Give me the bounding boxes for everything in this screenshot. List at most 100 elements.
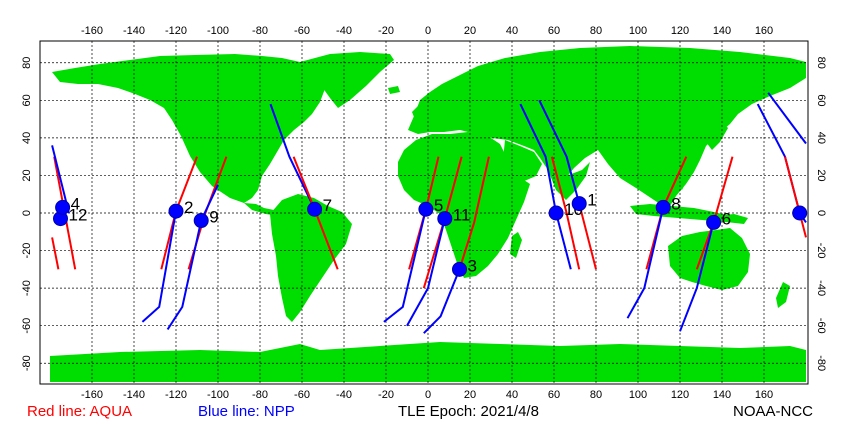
lon-tick-label: 80 — [590, 25, 602, 37]
lon-tick-label: 120 — [671, 25, 689, 37]
lon-tick-label: 20 — [464, 25, 476, 37]
lon-tick-label: -40 — [336, 389, 352, 401]
lat-tick-label: -40 — [21, 280, 33, 296]
lon-tick-label: -160 — [81, 389, 103, 401]
npp-orbit-track — [269, 103, 316, 210]
pass-marker — [168, 203, 184, 219]
lon-tick-label: 60 — [548, 25, 560, 37]
lat-tick-label: -60 — [815, 318, 827, 334]
australia — [668, 228, 750, 290]
lon-tick-label: 0 — [425, 25, 431, 37]
lon-tick-label: -100 — [207, 389, 229, 401]
pass-marker — [706, 214, 722, 230]
eurasia — [408, 46, 806, 204]
lat-tick-label: 20 — [815, 169, 827, 181]
lat-tick-label: 80 — [21, 57, 33, 69]
lat-tick-label: -20 — [815, 243, 827, 259]
pass-number-label: 12 — [69, 206, 88, 225]
lon-tick-label: 20 — [464, 389, 476, 401]
lat-tick-label: -20 — [21, 243, 33, 259]
aqua-orbit-track — [578, 203, 597, 270]
lat-tick-label: -80 — [21, 355, 33, 371]
lat-tick-label: 40 — [815, 132, 827, 144]
lon-tick-label: -40 — [336, 25, 352, 37]
lat-tick-label: 80 — [815, 57, 827, 69]
lat-tick-label: -40 — [815, 280, 827, 296]
pass-number-label: 11 — [453, 206, 471, 225]
lat-tick-label: -60 — [21, 318, 33, 334]
pass-marker — [193, 213, 209, 229]
lon-tick-label: 40 — [506, 389, 518, 401]
india — [548, 162, 590, 200]
aqua-orbit-track — [550, 156, 581, 270]
pass-marker — [571, 196, 587, 212]
pass-marker — [55, 199, 71, 215]
lon-tick-label: 60 — [548, 389, 560, 401]
madagascar — [510, 232, 522, 258]
lon-tick-label: 80 — [590, 389, 602, 401]
npp-orbit-track — [767, 92, 807, 145]
pass-marker — [655, 199, 671, 215]
pass-number-label: 8 — [671, 194, 680, 213]
lon-tick-label: -80 — [252, 25, 268, 37]
top-longitude-ticks: -160 -140 -120 -100 -80 -60 -40 -20 0 20 40 60 80 100… — [81, 25, 773, 37]
lat-tick-label: 40 — [21, 132, 33, 144]
lon-tick-label: 160 — [755, 25, 773, 37]
lat-tick-label: 0 — [21, 210, 33, 216]
pass-marker — [792, 205, 808, 221]
npp-orbit-track — [519, 103, 572, 270]
lon-tick-label: 140 — [713, 25, 731, 37]
lon-tick-label: -120 — [165, 25, 187, 37]
lon-tick-label: 40 — [506, 25, 518, 37]
npp-orbit-track — [679, 222, 715, 332]
lat-lon-grid — [40, 41, 808, 384]
lon-tick-label: -140 — [123, 389, 145, 401]
lon-tick-label: -80 — [252, 389, 268, 401]
pass-marker — [307, 201, 323, 217]
lon-tick-label: -60 — [294, 25, 310, 37]
lon-tick-label: -60 — [294, 389, 310, 401]
npp-legend: Blue line: NPP — [198, 403, 295, 420]
greenland — [300, 52, 394, 108]
credit-label: NOAA-NCC — [733, 403, 814, 420]
pass-number-label: 6 — [722, 209, 731, 228]
lon-tick-label: 100 — [629, 389, 647, 401]
aqua-legend: Red line: AQUA — [27, 403, 133, 420]
pass-marker — [418, 201, 434, 217]
lat-tick-label: -80 — [815, 355, 827, 371]
south-america — [270, 194, 352, 322]
npp-orbit-track — [383, 208, 427, 323]
lon-tick-label: 120 — [671, 389, 689, 401]
lon-tick-label: -20 — [378, 25, 394, 37]
north-america — [52, 54, 326, 203]
iceland — [388, 86, 400, 94]
lat-tick-label: 60 — [815, 94, 827, 106]
new-zealand — [776, 282, 790, 308]
npp-orbit-track — [626, 207, 665, 319]
pass-number-label: 9 — [209, 208, 218, 227]
japan — [706, 122, 728, 150]
npp-orbit-track — [406, 218, 446, 327]
npp-orbit-track — [538, 99, 581, 204]
new-guinea — [716, 214, 748, 224]
africa — [398, 132, 530, 278]
npp-orbit-track — [141, 210, 177, 323]
land-masses — [50, 46, 806, 382]
lon-tick-label: -160 — [81, 25, 103, 37]
pass-marker — [437, 211, 453, 227]
british-isles — [412, 106, 422, 122]
lon-tick-label: -20 — [378, 389, 394, 401]
pass-marker — [548, 205, 564, 221]
lon-tick-label: -100 — [207, 25, 229, 37]
lat-tick-label: 0 — [815, 210, 827, 216]
lon-tick-label: 0 — [425, 389, 431, 401]
pass-number-label: 5 — [434, 196, 443, 215]
lon-tick-label: -140 — [123, 25, 145, 37]
pass-number-label: 4 — [71, 194, 80, 213]
aqua-orbit-track — [51, 237, 60, 270]
lon-tick-label: -120 — [165, 389, 187, 401]
right-latitude-ticks: 80 60 40 20 0 -20 -40 -60 -80 — [815, 57, 827, 372]
bottom-longitude-ticks: -160 -140 -120 -100 -80 -60 -40 -20 0 20 40 60 80 100… — [81, 389, 773, 401]
